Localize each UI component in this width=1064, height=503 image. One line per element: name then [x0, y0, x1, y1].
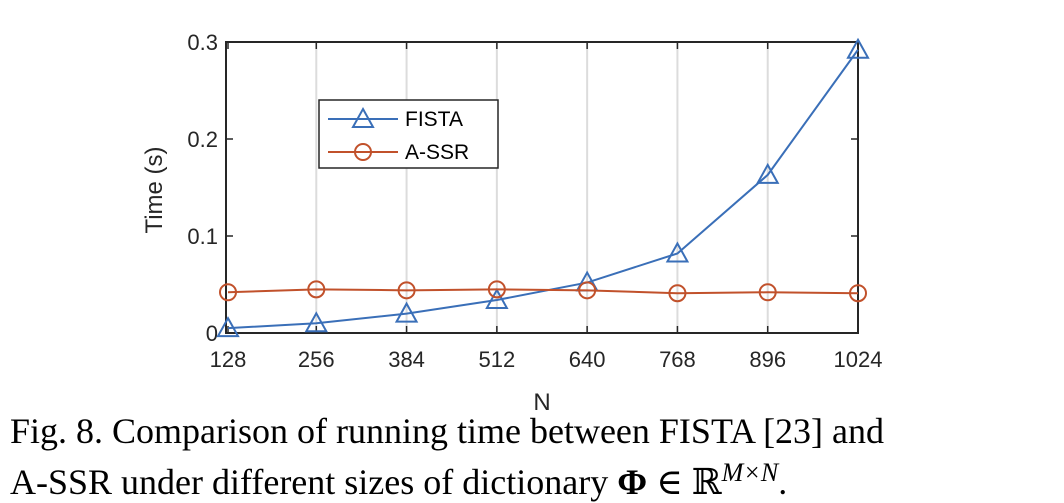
x-tick-label: 1024: [834, 347, 883, 372]
figure-caption-line-2: A-SSR under different sizes of dictionar…: [10, 452, 1060, 503]
fista-point: [485, 287, 509, 310]
fista-point: [756, 162, 780, 184]
caption-line2-text: A-SSR under different sizes of dictionar…: [10, 462, 618, 502]
x-tick-label: 256: [298, 347, 335, 372]
y-axis-label: Time (s): [141, 146, 168, 233]
a-ssr-point: [849, 284, 867, 303]
running-time-chart: 128 256 384 512 640 768 896 1024 0 0.1 0.2 0.3 N T…: [141, 30, 883, 410]
a-ssr-point: [578, 281, 597, 300]
x-tick-label: 384: [388, 347, 425, 372]
caption-period: .: [778, 462, 788, 502]
y-tick-label: 0.2: [187, 127, 218, 152]
dimension-superscript: M×N: [721, 458, 779, 487]
y-axis-ticks: 0 0.1 0.2 0.3: [187, 30, 858, 346]
data-series: [216, 37, 870, 338]
figure-caption-line-1: Fig. 8. Comparison of running time betwe…: [10, 411, 885, 451]
y-tick-label: 0.1: [187, 224, 218, 249]
a-ssr-point: [219, 283, 237, 302]
phi-symbol: Φ: [617, 462, 648, 502]
y-tick-label: 0.3: [187, 30, 218, 55]
a-ssr-point: [758, 283, 777, 302]
legend-marker-fista: [351, 106, 375, 128]
a-ssr-point: [307, 280, 326, 299]
plot-area-frame: [225, 41, 859, 334]
x-tick-label: 768: [659, 347, 696, 372]
fista-point: [846, 37, 870, 59]
legend-marker-assr: [354, 143, 372, 161]
x-tick-label: 512: [478, 347, 515, 372]
a-ssr-point: [487, 280, 506, 299]
a-ssr-line: [227, 288, 859, 295]
y-tick-label: 0: [206, 321, 218, 346]
a-ssr-point: [397, 281, 416, 300]
reals-symbol: ℝ: [691, 462, 722, 502]
legend-label-assr: A-SSR: [405, 141, 469, 164]
x-tick-label: 128: [210, 347, 247, 372]
fista-point: [304, 311, 328, 333]
fista-line: [227, 49, 859, 330]
x-tick-label: 896: [749, 347, 786, 372]
element-of-symbol: ∈: [647, 462, 692, 502]
fista-point: [394, 301, 419, 323]
legend-box: [318, 99, 499, 169]
legend: FISTA A-SSR: [318, 99, 499, 169]
a-ssr-point: [668, 284, 687, 303]
fista-point: [665, 241, 690, 263]
vertical-grid-lines: [315, 42, 769, 333]
x-axis-ticks: 128 256 384 512 640 768 896 1024: [210, 42, 883, 372]
x-tick-label: 640: [569, 347, 606, 372]
x-axis-label: N: [533, 389, 550, 410]
legend-label-fista: FISTA: [405, 108, 463, 131]
fista-point: [216, 316, 240, 338]
